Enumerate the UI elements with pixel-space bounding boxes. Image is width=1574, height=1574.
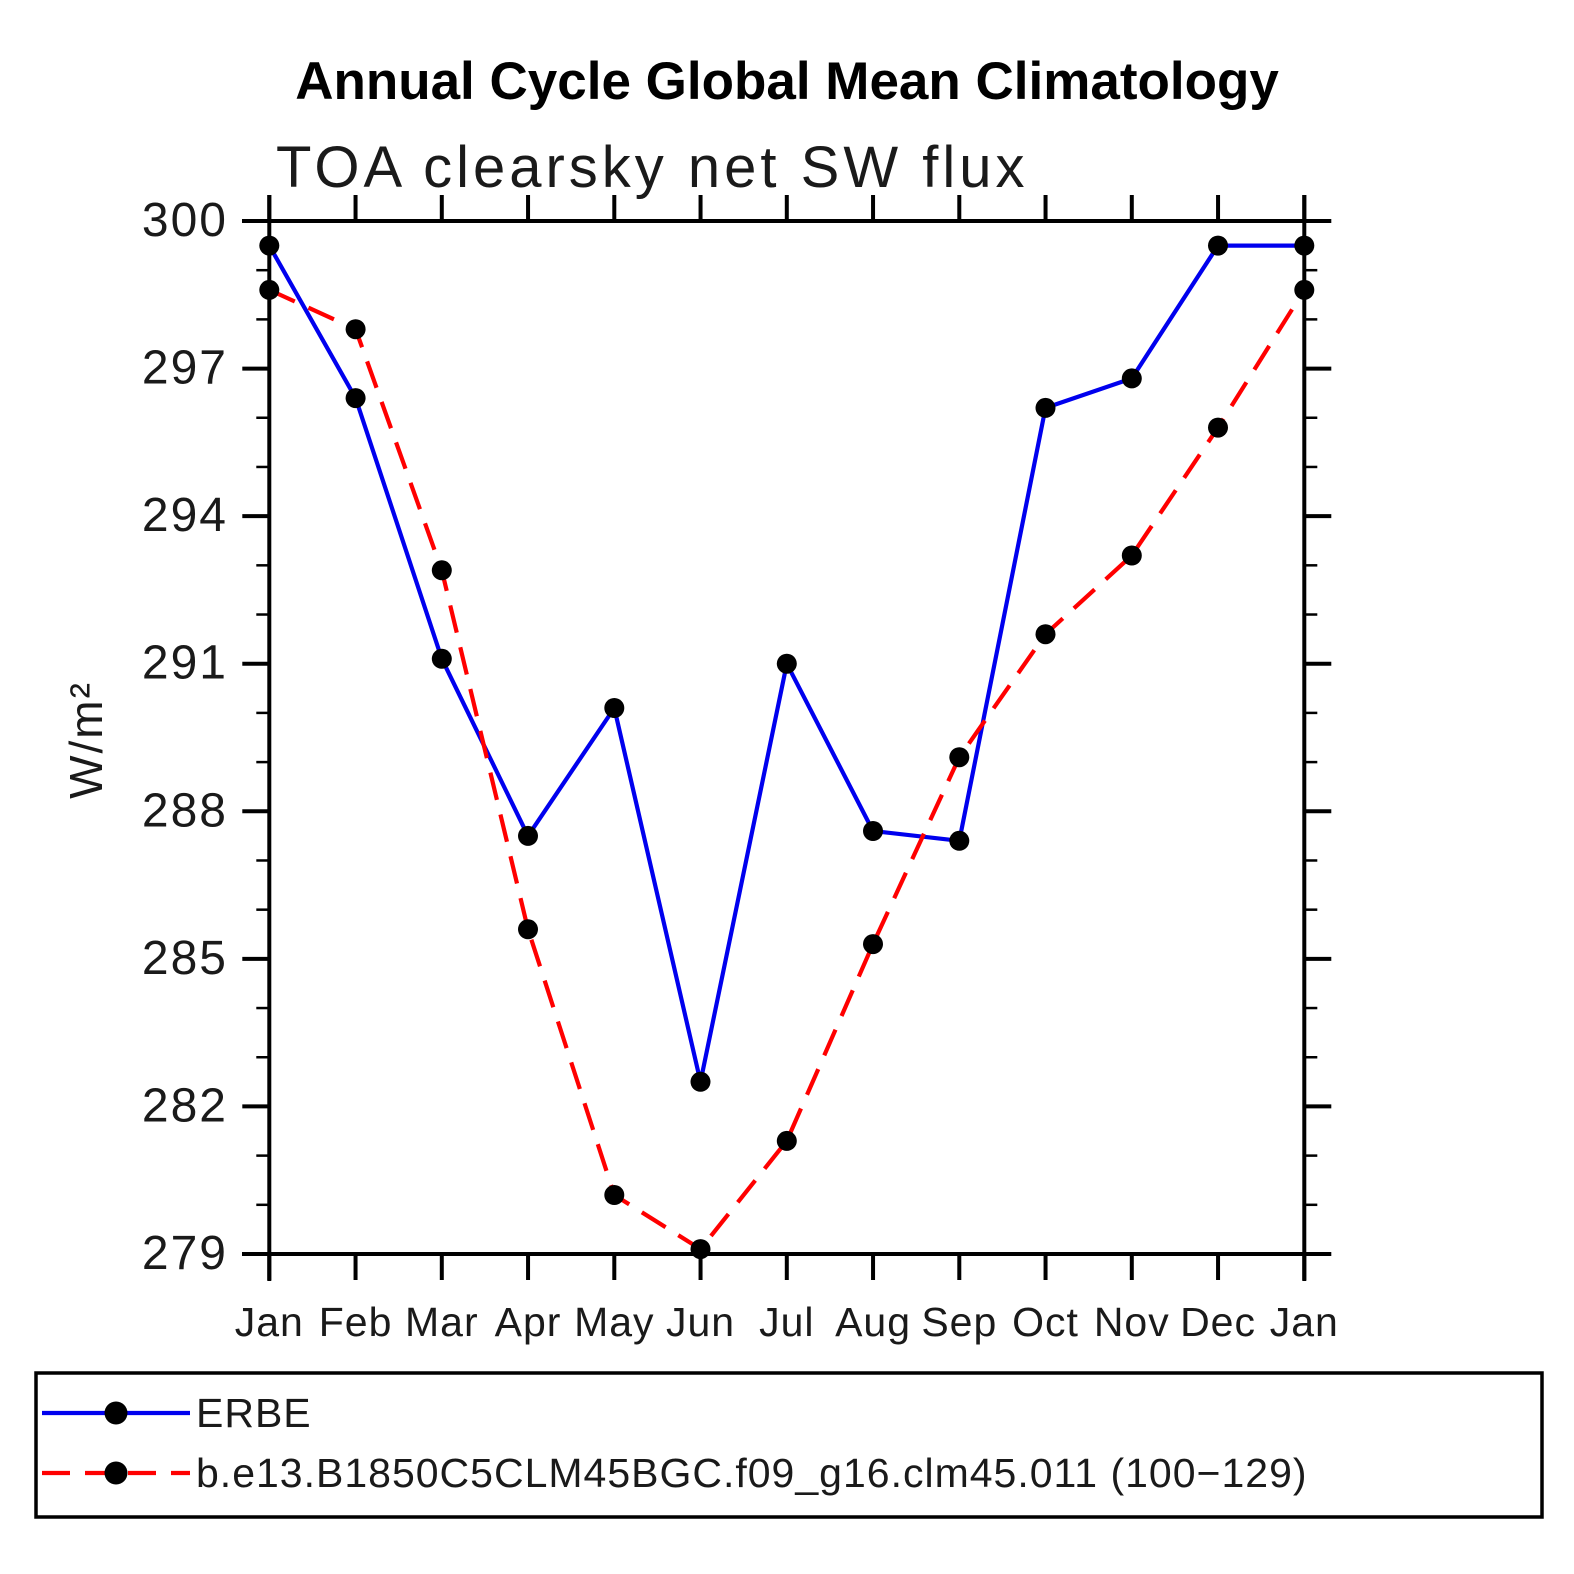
- data-point: [345, 319, 366, 340]
- data-point: [1035, 397, 1056, 418]
- chart-subtitle: TOA clearsky net SW flux: [276, 135, 1028, 200]
- legend-marker: [104, 1401, 128, 1425]
- x-tick-label: Mar: [405, 1299, 479, 1345]
- data-point: [776, 653, 797, 674]
- data-point: [431, 648, 452, 669]
- x-tick-label: Jan: [1270, 1299, 1339, 1345]
- x-tick-label: Apr: [495, 1299, 562, 1345]
- data-point: [345, 388, 366, 409]
- x-tick-label: Jul: [759, 1299, 814, 1345]
- legend: ERBE b.e13.B1850C5CLM45BGC.f09_g16.clm45.…: [34, 1371, 1544, 1519]
- data-point: [949, 747, 970, 768]
- legend-label: b.e13.B1850C5CLM45BGC.f09_g16.clm45.011 …: [196, 1450, 1308, 1496]
- x-tick-label: Nov: [1094, 1299, 1170, 1345]
- data-point: [1121, 368, 1142, 389]
- data-point: [863, 821, 883, 841]
- y-axis-title: W/m²: [60, 681, 112, 799]
- data-point: [604, 698, 625, 718]
- data-point: [604, 1185, 625, 1205]
- data-point: [1208, 235, 1228, 256]
- data-point: [1294, 235, 1315, 256]
- data-point: [690, 1071, 711, 1092]
- chart-title: Annual Cycle Global Mean Climatology: [295, 52, 1279, 111]
- data-point: [518, 919, 538, 940]
- x-tick-label: Jan: [235, 1299, 304, 1345]
- data-point: [949, 830, 970, 851]
- y-tick-label: 285: [142, 932, 228, 985]
- data-point: [776, 1130, 797, 1151]
- data-point: [1035, 624, 1056, 645]
- y-tick-label: 291: [142, 637, 228, 690]
- y-tick-label: 279: [142, 1227, 228, 1280]
- x-tick-label: May: [574, 1299, 654, 1345]
- y-tick-label: 282: [142, 1079, 228, 1132]
- data-point: [863, 934, 883, 955]
- x-tick-label: Sep: [921, 1299, 997, 1345]
- data-point: [431, 560, 452, 581]
- x-tick-label: Feb: [319, 1299, 393, 1345]
- data-point: [690, 1239, 711, 1260]
- y-tick-label: 300: [142, 194, 228, 247]
- y-tick-label: 297: [142, 342, 228, 395]
- x-tick-label: Dec: [1180, 1299, 1256, 1345]
- axes-layer: Jan Feb Mar Apr May Jun Jul Aug Sep Oct Nov Dec Jan 3…: [142, 194, 1339, 1345]
- x-tick-label: Jun: [666, 1299, 735, 1345]
- data-point: [518, 825, 538, 846]
- data-point: [1208, 417, 1228, 438]
- x-tick-label: Aug: [835, 1299, 911, 1345]
- y-tick-label: 288: [142, 784, 228, 837]
- legend-label: ERBE: [196, 1390, 312, 1436]
- legend-marker: [104, 1461, 128, 1485]
- series-layer: [259, 235, 1315, 1260]
- y-tick-label: 294: [142, 489, 228, 542]
- x-tick-label: Oct: [1012, 1299, 1079, 1345]
- data-point: [1294, 279, 1315, 300]
- data-point: [1121, 545, 1142, 566]
- data-point: [259, 235, 280, 256]
- legend-box: [34, 1371, 1544, 1519]
- data-point: [259, 279, 280, 300]
